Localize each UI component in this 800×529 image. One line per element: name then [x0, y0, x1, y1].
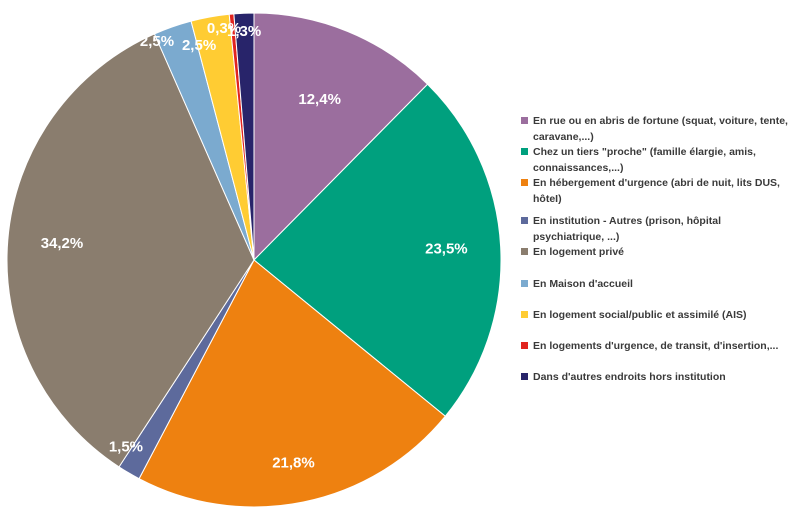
data-label-5: 34,2% — [41, 235, 84, 252]
legend-swatch — [521, 117, 528, 124]
legend-label: Dans d'autres endroits hors institution — [533, 371, 726, 383]
legend-item: En logement social/public et assimilé (A… — [521, 307, 791, 323]
legend-label: Chez un tiers "proche" (famille élargie,… — [533, 146, 756, 174]
pie-slice-1 — [253, 12, 429, 262]
legend-item: En institution - Autres (prison, hôpital… — [521, 213, 791, 245]
legend-label: En rue ou en abris de fortune (squat, vo… — [533, 115, 788, 143]
legend-item: Dans d'autres endroits hors institution — [521, 369, 791, 385]
legend-label: En logement social/public et assimilé (A… — [533, 309, 747, 321]
pie-slice-5 — [6, 33, 255, 468]
legend-item: En logement privé — [521, 244, 791, 260]
legend-swatch — [521, 311, 528, 318]
data-label-1: 12,4% — [298, 91, 341, 108]
legend-swatch — [521, 280, 528, 287]
data-label-2: 23,5% — [425, 241, 468, 258]
legend-swatch — [521, 179, 528, 186]
data-label-9: 1,3% — [227, 23, 261, 40]
legend-label: En hébergement d'urgence (abri de nuit, … — [533, 177, 780, 205]
legend-item: Chez un tiers "proche" (famille élargie,… — [521, 144, 791, 176]
legend-item: En logements d'urgence, de transit, d'in… — [521, 338, 791, 354]
legend-label: En logement privé — [533, 246, 625, 258]
legend-label: En institution - Autres (prison, hôpital… — [533, 215, 722, 243]
pie-slice-2 — [253, 83, 502, 417]
pie-data-labels: 12,4%23,5%21,8%1,5%34,2%2,5% 2,5%0,3%1,3% — [41, 20, 468, 472]
legend-label: En logements d'urgence, de transit, d'in… — [533, 340, 779, 352]
data-label-4: 1,5% — [109, 438, 143, 455]
legend-item: En rue ou en abris de fortune (squat, vo… — [521, 113, 791, 145]
data-label-3: 21,8% — [272, 455, 315, 472]
legend-swatch — [521, 342, 528, 349]
data-label-8: 0,3% — [207, 20, 241, 37]
pie-slices — [6, 12, 502, 508]
legend-swatch — [521, 217, 528, 224]
pie-slice-3 — [138, 259, 447, 508]
legend-item: En hébergement d'urgence (abri de nuit, … — [521, 175, 791, 207]
data-label-6: 2,5% — [140, 33, 174, 50]
data-label-7: 2,5% — [182, 37, 216, 54]
legend-item: En Maison d'accueil — [521, 276, 791, 292]
legend-swatch — [521, 148, 528, 155]
pie-slice-9 — [233, 12, 255, 261]
legend-swatch — [521, 373, 528, 380]
legend-label: En Maison d'accueil — [533, 278, 633, 290]
legend-swatch — [521, 248, 528, 255]
